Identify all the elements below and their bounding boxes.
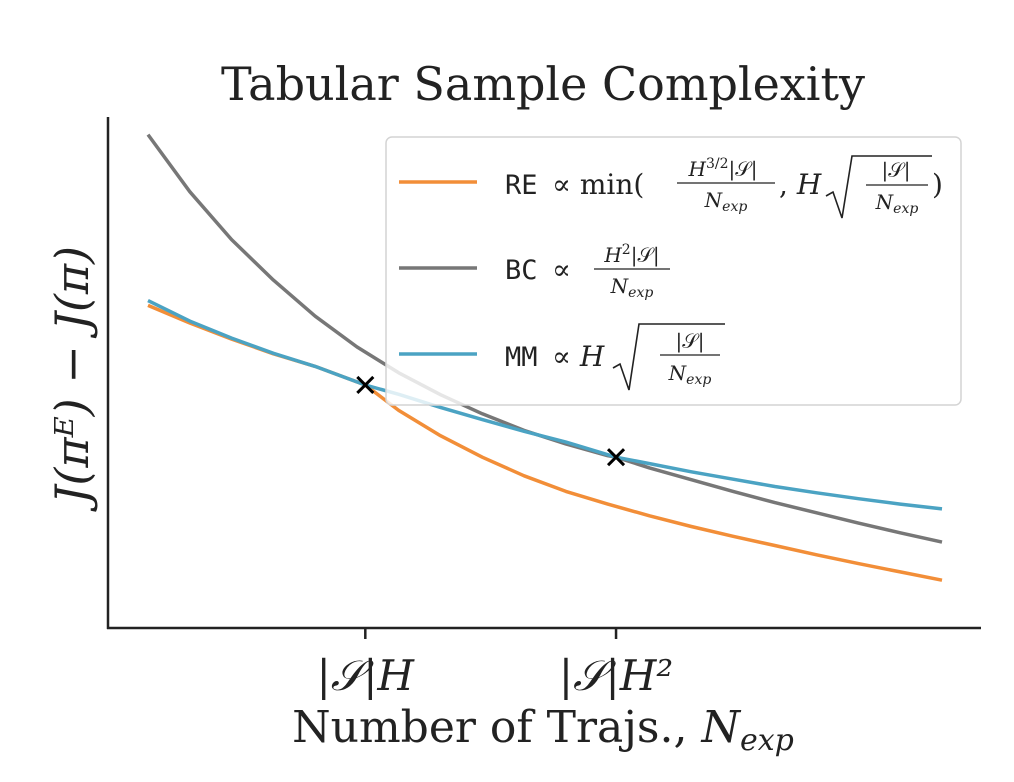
sqrt-icon [612,323,725,391]
x-axis-label-symbol: N [700,702,741,753]
crossover-marker [356,375,375,395]
x-axis-label: Number of Trajs., Nexp [292,702,794,758]
y-axis-label: J(πᴱ) − J(π) [45,246,99,512]
legend: RE ∝ min( H3/2|𝒮| Nexp , H |𝒮| Nexp ) BC… [385,136,962,406]
legend-formula-re-end: ) [932,168,943,201]
legend-frame [385,136,962,406]
legend-formula-re-num2: |𝒮| [882,158,911,183]
chart-title: Tabular Sample Complexity [221,57,865,111]
legend-formula-re: ∝ min( [552,168,644,201]
legend-formula-mm-num: |𝒮| [676,329,705,354]
crossover-marker [606,448,626,467]
legend-formula-mm: ∝ H [552,340,605,373]
legend-entry-re: RE ∝ min( H3/2|𝒮| Nexp , H |𝒮| Nexp ) [399,155,943,219]
x-axis-label-subscript: exp [740,723,794,758]
sqrt-icon [825,155,932,219]
legend-code-bc: BC [505,255,538,286]
series-line-mm [147,299,943,511]
series-line-bc [146,133,943,544]
legend-code-re: RE [505,170,538,201]
x-tick-label: |𝒮|H [317,651,416,700]
x-tick-label: |𝒮|H² [559,651,673,700]
x-axis-label-text: Number of Trajs., [292,702,701,753]
legend-entry-mm: MM ∝ H |𝒮| Nexp [399,323,725,391]
x-tick-layer: |𝒮|H |𝒮|H² [317,628,673,700]
marker-layer [356,375,626,467]
series-layer [146,133,943,582]
legend-formula-re-mid: , H [779,168,822,201]
legend-code-mm: MM [505,342,538,373]
legend-formula-bc-num: H2|𝒮| [603,242,659,268]
legend-formula-bc: ∝ [552,253,571,286]
